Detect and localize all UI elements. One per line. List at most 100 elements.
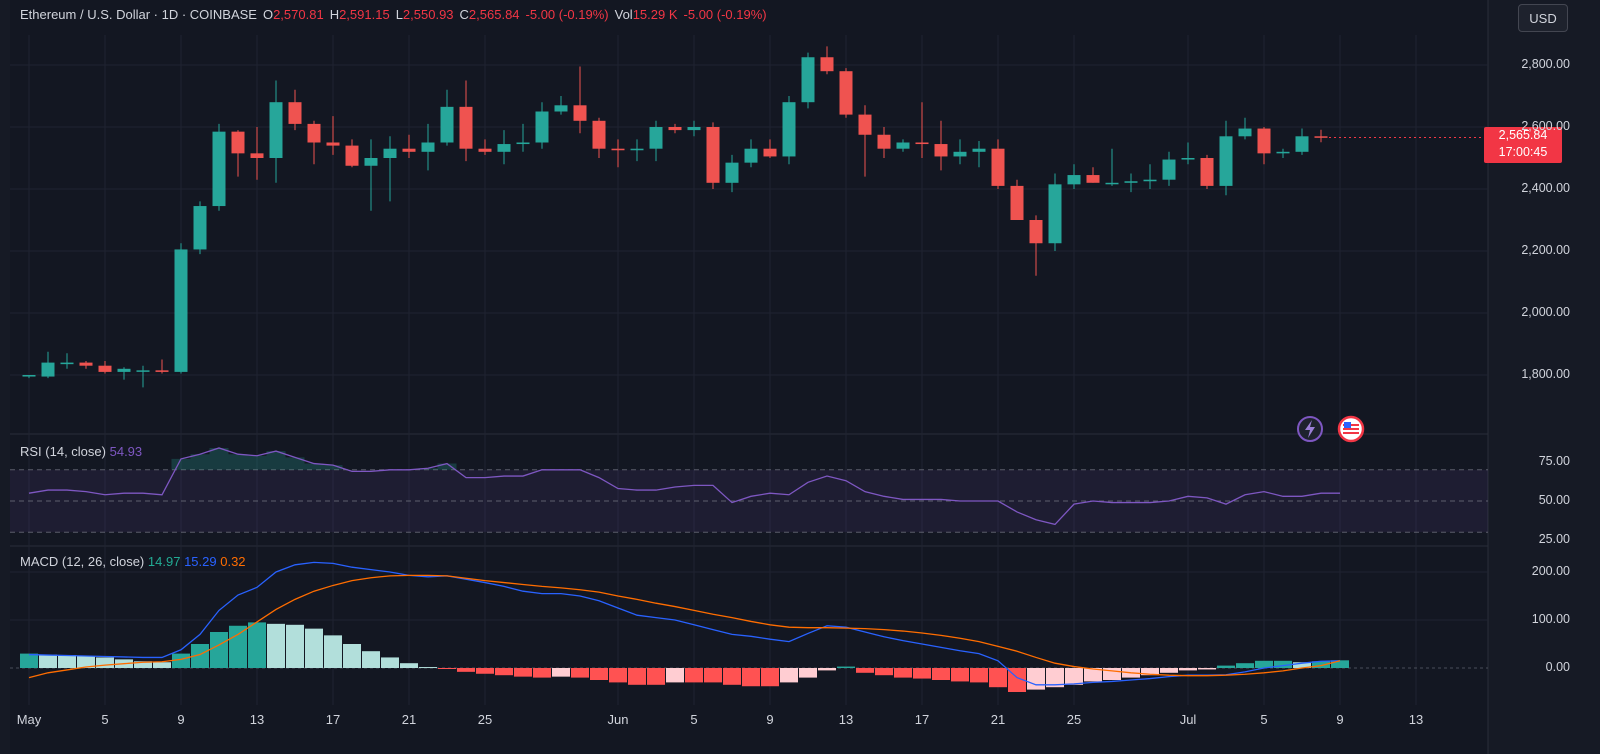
macd-histogram-bar [704,668,722,683]
macd-histogram-bar [552,668,570,677]
lightning-icon[interactable] [1295,414,1325,444]
candle-body [174,249,188,372]
candle-body [611,148,625,151]
candle-body [1162,159,1176,180]
x-tick-label: 21 [401,712,417,727]
x-tick-label: Jul [1179,712,1197,727]
candle-body [1124,181,1138,183]
candle-body [554,105,568,112]
macd-histogram-bar [571,668,589,678]
candle-body [1029,220,1043,244]
macd-histogram-bar [381,657,399,668]
x-tick-label: 21 [990,712,1006,727]
candle-body [592,120,606,149]
x-tick-label: 9 [177,712,185,727]
close-value: 2,565.84 [468,7,520,22]
change-value: -5.00 (-0.19%) [525,7,609,22]
candle-body [1067,175,1081,185]
macd-histogram-bar [58,655,76,668]
x-tick-label: 13 [249,712,265,727]
close-label: C [459,7,469,22]
macd-histogram-bar [1084,668,1102,682]
macd-histogram-bar [305,628,323,668]
candle-body [478,148,492,152]
candle-body [1257,128,1271,154]
candle-body [421,142,435,152]
candle-body [1010,185,1024,220]
macd-histogram-bar [723,668,741,685]
macd-histogram-bar [210,632,228,668]
candle-body [1276,151,1290,154]
macd-histogram-bar [818,668,836,671]
macd-histogram-bar [134,661,152,668]
rsi-value: 54.93 [109,444,143,459]
candle-body [782,102,796,157]
rsi-tick-label: 25.00 [1538,532,1570,546]
candle-body [307,123,321,143]
macd-histogram-bar [96,657,114,668]
candle-body [573,105,587,121]
candle-body [953,151,967,157]
candle-body [326,142,340,146]
candle-body [877,134,891,149]
macd-header[interactable]: MACD (12, 26, close) 14.97 15.29 0.32 [20,554,246,569]
macd-histogram-bar [400,663,418,668]
currency-button[interactable]: USD [1518,4,1568,32]
macd-histogram-bar [438,668,456,669]
candle-body [1295,136,1309,152]
volume-value: 15.29 K [632,7,678,22]
candle-body [459,106,473,149]
us-flag-icon[interactable] [1336,414,1366,444]
macd-histogram-bar [628,668,646,685]
macd-histogram-bar [286,624,304,668]
macd-histogram-bar [647,668,665,685]
candle-body [269,102,283,158]
price-tick-label: 2,800.00 [1521,57,1570,71]
candle-body [706,127,720,183]
macd-histogram-bar [533,668,551,678]
macd-label: MACD (12, 26, close) [20,554,145,569]
macd-histogram-bar [1027,668,1045,690]
price-tick-label: 2,600.00 [1521,119,1570,133]
candle-body [896,142,910,149]
macd-histogram-bar [894,668,912,678]
rsi-header[interactable]: RSI (14, close) 54.93 [20,444,142,459]
x-tick-label: 13 [838,712,854,727]
symbol-header: Ethereum / U.S. Dollar · 1D · COINBASE O… [20,7,767,22]
price-tick-label: 1,800.00 [1521,367,1570,381]
macd-histogram-bar [761,668,779,687]
price-tick-label: 2,000.00 [1521,305,1570,319]
symbol-title[interactable]: Ethereum / U.S. Dollar · 1D · COINBASE [20,7,257,22]
candle-body [193,206,207,250]
macd-histogram-bar [989,668,1007,688]
x-tick-label: 17 [325,712,341,727]
macd-line-value: 15.29 [184,554,217,569]
macd-histogram-bar [20,653,38,668]
macd-histogram-bar [514,668,532,677]
price-tick-label: 2,400.00 [1521,181,1570,195]
macd-histogram-bar [970,668,988,683]
candle-body [668,127,682,131]
open-label: O [262,7,274,22]
candle-body [1105,182,1119,185]
macd-histogram-bar [1312,661,1330,668]
candle-body [687,127,701,131]
macd-histogram-bar [77,656,95,668]
candle-body [250,153,264,158]
macd-histogram-bar [153,662,171,668]
macd-histogram-bar [476,668,494,674]
macd-histogram-bar [1065,668,1083,685]
macd-histogram-bar [229,625,247,668]
candle-body [383,148,397,158]
candle-body [212,131,226,207]
macd-histogram-bar [932,668,950,680]
price-tick-label: 2,200.00 [1521,243,1570,257]
candle-body [231,131,245,154]
x-tick-label: 13 [1408,712,1424,727]
macd-histogram-bar [1217,665,1235,668]
candle-body [155,370,169,372]
candle-body [915,142,929,145]
candle-body [440,106,454,143]
x-tick-label: 5 [1260,712,1268,727]
